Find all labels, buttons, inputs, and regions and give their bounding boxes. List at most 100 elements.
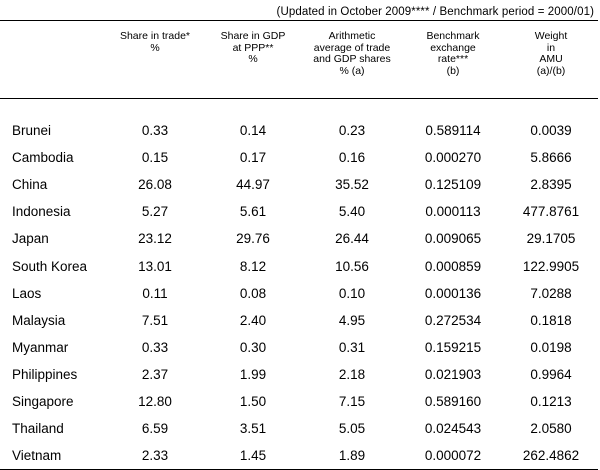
country-cell: Thailand xyxy=(12,421,64,437)
header-row: Share in trade*% Share in GDP at PPP**% Ari… xyxy=(0,20,598,99)
header-line: Weight xyxy=(534,30,568,42)
trade-share-cell: 23.12 xyxy=(138,231,172,247)
table-row: Malaysia 7.51 2.40 4.95 0.272534 0.1818 xyxy=(0,307,598,334)
header-line: (b) xyxy=(446,64,460,77)
weight-cell: 122.9905 xyxy=(522,258,580,274)
header-line: Arithmetic xyxy=(328,30,376,42)
country-cell: China xyxy=(12,177,48,193)
header-line: Share in trade* xyxy=(119,30,191,42)
header-line: (a)/(b) xyxy=(536,64,566,77)
table-row: Brunei 0.33 0.14 0.23 0.589114 0.0039 xyxy=(0,117,598,144)
trade-share-cell: 0.11 xyxy=(142,285,168,301)
average-share-cell: 0.31 xyxy=(338,339,366,355)
table-row: Myanmar 0.33 0.30 0.31 0.159215 0.0198 xyxy=(0,334,598,361)
gdp-share-cell: 1.99 xyxy=(239,366,267,382)
exchange-rate-cell: 0.125109 xyxy=(424,177,482,193)
header-line: Benchmark xyxy=(426,30,480,42)
average-share-cell: 2.18 xyxy=(338,366,366,382)
header-line: % xyxy=(248,53,258,65)
average-share-cell: 0.10 xyxy=(338,285,366,301)
exchange-rate-cell: 0.589160 xyxy=(424,393,482,409)
gdp-share-cell: 0.30 xyxy=(239,339,267,355)
trade-share-cell: 0.33 xyxy=(141,339,169,355)
table-row: Japan 23.12 29.76 26.44 0.009065 29.1705 xyxy=(0,225,598,252)
table-body: Brunei 0.33 0.14 0.23 0.589114 0.0039 Cambodia… xyxy=(0,117,598,470)
weight-cell: 5.8666 xyxy=(530,150,572,166)
trade-share-cell: 13.01 xyxy=(138,258,172,274)
header-share-in-trade: Share in trade*% xyxy=(106,20,204,99)
exchange-rate-cell: 0.000859 xyxy=(424,258,482,274)
average-share-cell: 0.23 xyxy=(338,123,366,139)
table-header: Share in trade*% Share in GDP at PPP**% Ari… xyxy=(0,20,598,117)
header-line: Share in GDP xyxy=(220,30,286,42)
country-cell: Brunei xyxy=(12,123,52,139)
average-share-cell: 5.40 xyxy=(338,204,366,220)
header-line: AMU xyxy=(539,53,563,65)
exchange-rate-cell: 0.000270 xyxy=(424,150,482,166)
header-separator xyxy=(0,98,598,117)
header-line: rate*** xyxy=(437,53,469,65)
gdp-share-cell: 0.08 xyxy=(239,285,267,301)
table-row: Laos 0.11 0.08 0.10 0.000136 7.0288 xyxy=(0,280,598,307)
table-row: Singapore 12.80 1.50 7.15 0.589160 0.1213 xyxy=(0,388,598,415)
exchange-rate-cell: 0.009065 xyxy=(424,231,482,247)
table-row: China 26.08 44.97 35.52 0.125109 2.8395 xyxy=(0,171,598,198)
header-weight-in-amu: Weight in AMU (a)/(b) xyxy=(504,20,598,99)
gdp-share-cell: 29.76 xyxy=(236,231,270,247)
gdp-share-cell: 2.40 xyxy=(239,312,267,328)
country-cell: South Korea xyxy=(12,258,88,274)
weight-cell: 2.8395 xyxy=(530,177,572,193)
weight-cell: 0.1213 xyxy=(530,393,572,409)
gdp-share-cell: 0.17 xyxy=(239,150,267,166)
trade-share-cell: 5.27 xyxy=(141,204,169,220)
header-line: % (a) xyxy=(339,64,365,77)
weight-cell: 0.1818 xyxy=(530,312,572,328)
country-cell: Laos xyxy=(12,285,42,301)
header-line: average of trade xyxy=(313,41,391,54)
weight-cell: 0.0039 xyxy=(530,123,572,139)
exchange-rate-cell: 0.000113 xyxy=(425,204,481,220)
weight-cell: 0.9964 xyxy=(530,366,572,382)
trade-share-cell: 0.15 xyxy=(141,150,169,166)
table-row: Indonesia 5.27 5.61 5.40 0.000113 477.8761 xyxy=(0,198,598,225)
gdp-share-cell: 1.50 xyxy=(239,393,267,409)
header-line: exchange xyxy=(430,41,476,54)
table-row: Cambodia 0.15 0.17 0.16 0.000270 5.8666 xyxy=(0,144,598,171)
country-cell: Philippines xyxy=(12,366,78,382)
table-row: Thailand 6.59 3.51 5.05 0.024543 2.0580 xyxy=(0,415,598,442)
average-share-cell: 35.52 xyxy=(335,177,369,193)
gdp-share-cell: 44.97 xyxy=(236,177,270,193)
trade-share-cell: 0.33 xyxy=(141,123,169,139)
header-line: and GDP shares xyxy=(313,53,391,65)
weight-cell: 0.0198 xyxy=(530,339,572,355)
gdp-share-cell: 5.61 xyxy=(239,204,267,220)
header-line: at PPP** xyxy=(232,41,274,54)
average-share-cell: 4.95 xyxy=(338,312,366,328)
header-line: % xyxy=(150,41,160,54)
header-country xyxy=(0,20,106,99)
average-share-cell: 0.16 xyxy=(338,150,366,166)
header-line: in xyxy=(546,41,556,54)
trade-share-cell: 7.51 xyxy=(141,312,169,328)
country-cell: Malaysia xyxy=(12,312,66,328)
country-cell: Indonesia xyxy=(12,204,71,220)
country-cell: Cambodia xyxy=(12,150,74,166)
trade-share-cell: 12.80 xyxy=(138,393,172,409)
table-row: South Korea 13.01 8.12 10.56 0.000859 122.990… xyxy=(0,252,598,279)
gdp-share-cell: 8.12 xyxy=(239,258,267,274)
average-share-cell: 5.05 xyxy=(338,421,366,437)
exchange-rate-cell: 0.000136 xyxy=(424,285,482,301)
weight-cell: 2.0580 xyxy=(530,421,572,437)
average-share-cell: 26.44 xyxy=(335,231,369,247)
exchange-rate-cell: 0.024543 xyxy=(424,421,482,437)
exchange-rate-cell: 0.159215 xyxy=(424,339,482,355)
table-row: Philippines 2.37 1.99 2.18 0.021903 0.9964 xyxy=(0,361,598,388)
header-benchmark-exchange-rate: Benchmark exchange rate*** (b) xyxy=(402,20,504,99)
weight-cell: 477.8761 xyxy=(522,204,580,220)
amu-weights-table: Share in trade*% Share in GDP at PPP**% Ari… xyxy=(0,20,598,470)
trade-share-cell: 2.37 xyxy=(141,366,169,382)
weight-cell: 29.1705 xyxy=(526,231,576,247)
trade-share-cell: 26.08 xyxy=(138,177,172,193)
table-caption: (Updated in October 2009**** / Benchmark… xyxy=(276,6,594,18)
gdp-share-cell: 0.14 xyxy=(239,123,267,139)
